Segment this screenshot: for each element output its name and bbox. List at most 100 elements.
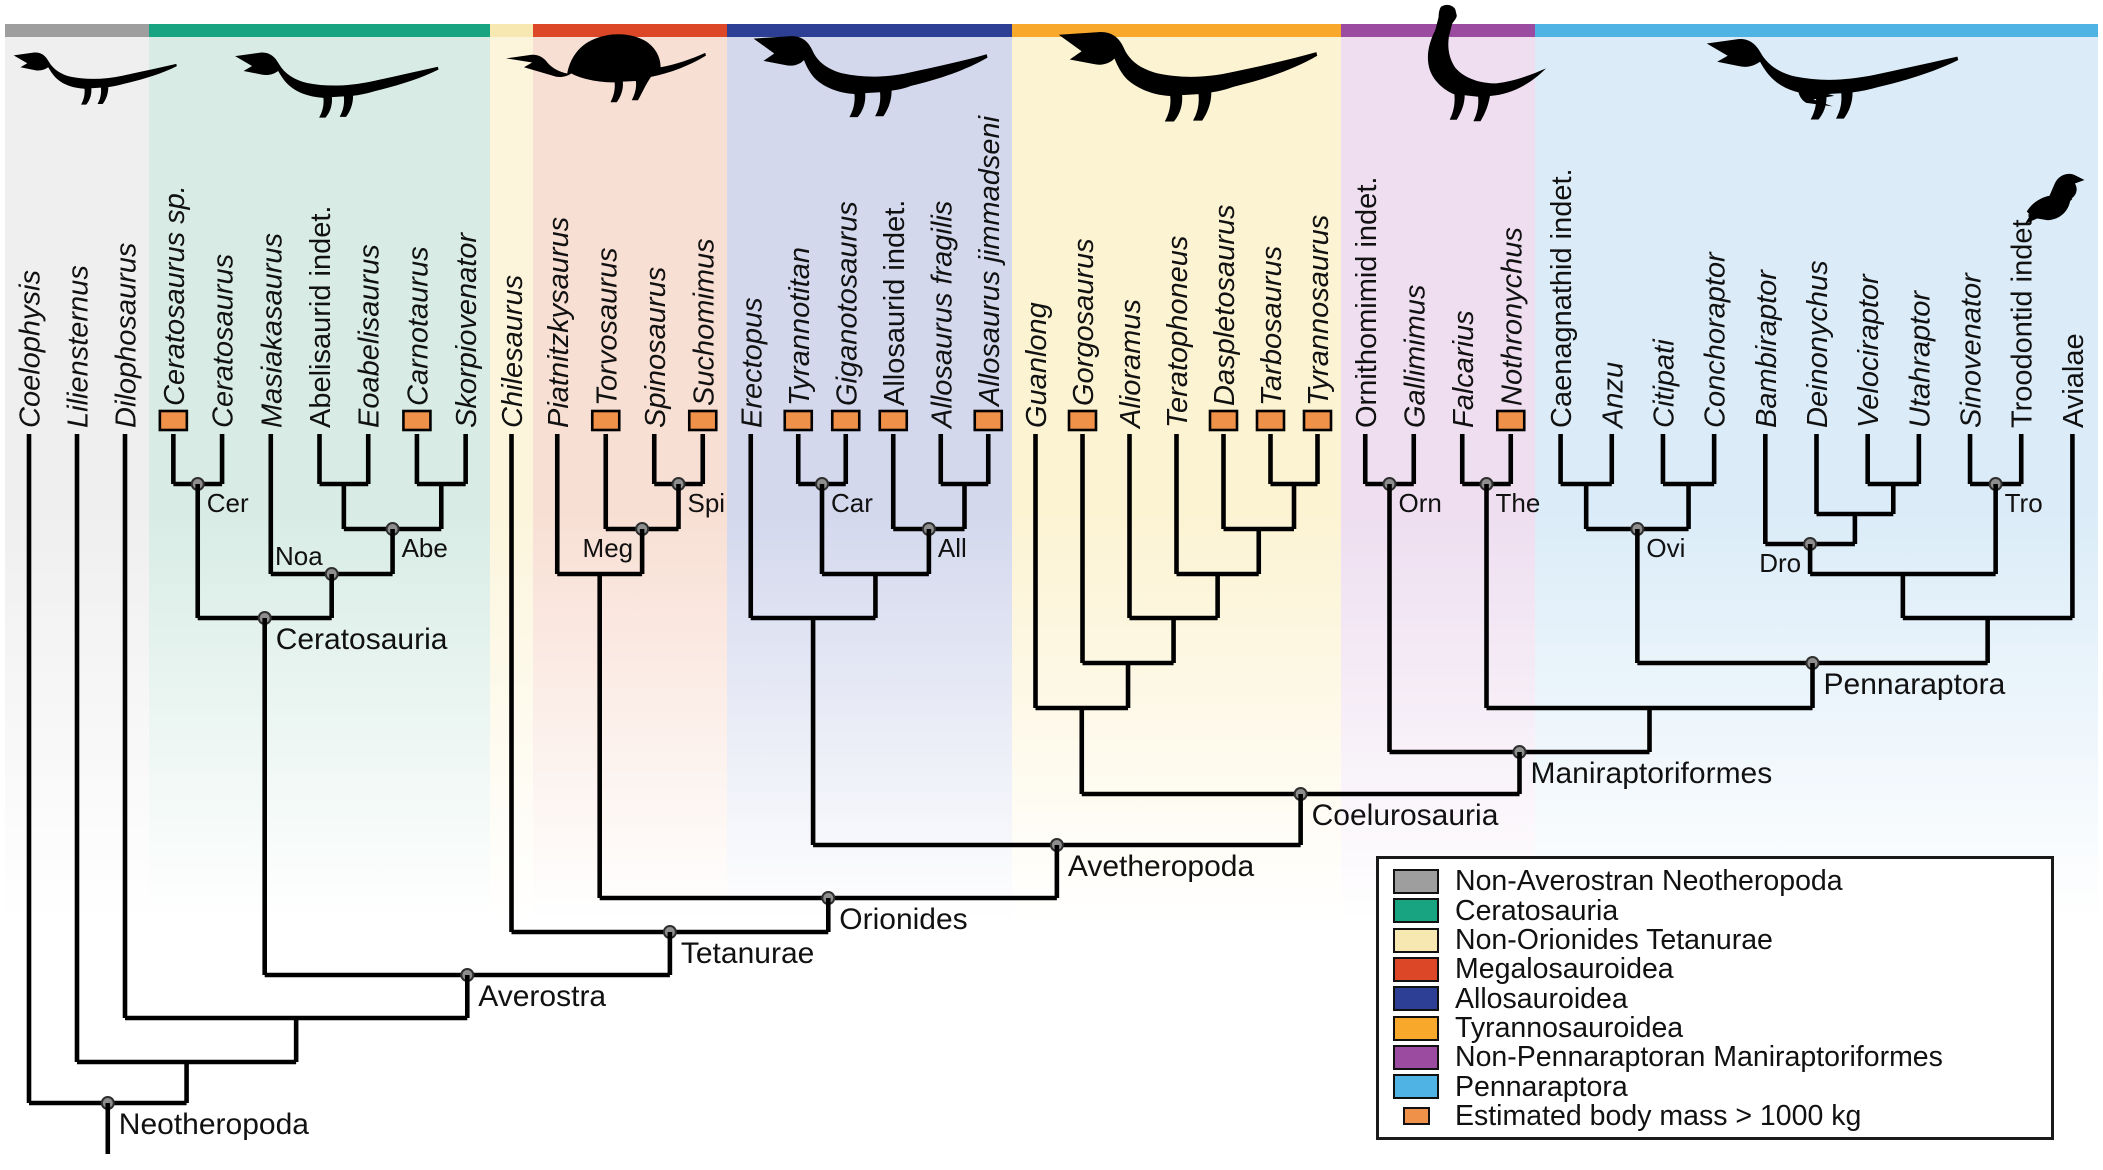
- body-mass-marker: [1067, 409, 1098, 432]
- taxon-label: Guanlong: [1021, 302, 1053, 428]
- taxon-label: Torvosaurus: [591, 247, 623, 406]
- legend-swatch: [1393, 1074, 1439, 1100]
- clade-label: Tetanurae: [681, 937, 814, 970]
- body-mass-marker: [590, 409, 621, 432]
- taxon-label: Ceratosaurus: [208, 254, 240, 428]
- allosauroid-silhouette-icon: [753, 36, 988, 118]
- legend-item: Tyrannosauroidea: [1393, 1014, 2041, 1043]
- taxon-label: Tyrannotitan: [784, 247, 816, 406]
- node-label: Ovi: [1646, 533, 1685, 563]
- legend-swatch: [1393, 986, 1439, 1012]
- taxon-label: Piatnitzkysaurus: [543, 217, 575, 428]
- taxon-label: Tyrannosaurus: [1303, 215, 1335, 406]
- taxon-label: Carnotaurus: [402, 246, 434, 406]
- legend-item: Non-Pennaraptoran Maniraptoriformes: [1393, 1043, 2041, 1072]
- legend-swatch: [1393, 1015, 1439, 1041]
- taxon-label: Spinosaurus: [640, 267, 672, 428]
- clade-bar-pennaraptora: [1535, 24, 2098, 37]
- legend-item: Estimated body mass > 1000 kg: [1393, 1102, 2041, 1131]
- taxon-label: Dilophosaurus: [111, 243, 143, 428]
- legend-item: Allosauroidea: [1393, 985, 2041, 1014]
- body-mass-marker: [830, 409, 861, 432]
- taxon-label: Eoabelisaurus: [354, 244, 386, 428]
- body-mass-marker: [158, 409, 189, 432]
- taxon-label: Gallimimus: [1399, 285, 1431, 428]
- legend-swatch: [1393, 1045, 1439, 1071]
- coelophysoid-silhouette-icon: [13, 52, 177, 105]
- legend-item-label: Allosauroidea: [1455, 982, 1628, 1015]
- tyrannosaurid-silhouette-icon: [1058, 32, 1318, 122]
- ceratosaur-silhouette-icon: [235, 52, 439, 118]
- taxon-label: Coelophysis: [15, 270, 47, 428]
- legend-swatch: [1393, 957, 1439, 983]
- clade-label: Neotheropoda: [119, 1108, 309, 1141]
- clade-label: Orionides: [839, 903, 967, 936]
- taxon-label: Liliensternus: [63, 265, 95, 428]
- taxon-label: Nothronychus: [1496, 227, 1528, 406]
- taxon-label: Tarbosaurus: [1256, 246, 1288, 406]
- clade-label: Avetheropoda: [1068, 850, 1255, 883]
- legend-item-label: Non-Averostran Neotheropoda: [1455, 865, 1843, 898]
- taxon-label: Giganotosaurus: [831, 201, 863, 406]
- node-label: All: [938, 533, 967, 563]
- taxon-label: Skorpiovenator: [451, 232, 483, 428]
- taxon-label: Gorgosaurus: [1068, 238, 1100, 406]
- bird-silhouette-icon: [2025, 173, 2085, 224]
- legend-item: Megalosauroidea: [1393, 955, 2041, 984]
- ornithomimosaur-silhouette-icon: [1427, 4, 1547, 122]
- taxon-label: Troodontid indet.: [2007, 211, 2039, 428]
- legend-item-label: Non-Pennaraptoran Maniraptoriformes: [1455, 1041, 1943, 1074]
- clade-label: Averostra: [478, 980, 606, 1013]
- legend-swatch: [1393, 869, 1439, 895]
- taxon-label: Allosaurus fragilis: [926, 201, 958, 430]
- body-mass-marker: [878, 409, 909, 432]
- clade-label: Ceratosauria: [276, 623, 448, 656]
- taxon-label: Masiakasaurus: [256, 233, 288, 428]
- legend-item-label: Pennaraptora: [1455, 1070, 1628, 1103]
- clade-label: Pennaraptora: [1824, 668, 2006, 701]
- taxon-label: Caenagnathid indet.: [1546, 168, 1578, 428]
- legend-item-label: Ceratosauria: [1455, 894, 1619, 927]
- taxon-label: Abelisaurid indet.: [305, 206, 337, 428]
- node-label: Meg: [583, 533, 634, 563]
- taxon-label: Chilesaurus: [497, 275, 529, 428]
- dromaeosaurid-silhouette-icon: [1706, 39, 1959, 120]
- legend-box: Non-Averostran Neotheropoda Ceratosauria…: [1376, 856, 2054, 1140]
- node-label: The: [1496, 488, 1541, 518]
- legend-item-label: Megalosauroidea: [1455, 953, 1674, 986]
- clade-bar-ceratosauria: [149, 24, 490, 37]
- body-mass-marker: [1302, 409, 1333, 432]
- node-label: Noa: [275, 541, 323, 571]
- taxon-label: Deinonychus: [1802, 260, 1834, 428]
- spinosaurid-silhouette-icon: [506, 34, 706, 103]
- clade-bar-megalosauroidea: [533, 24, 727, 37]
- body-mass-marker: [973, 409, 1004, 432]
- legend-item: Non-Orionides Tetanurae: [1393, 926, 2041, 955]
- taxon-label: Sinovenator: [1956, 272, 1988, 428]
- taxon-label: Avialae: [2058, 333, 2090, 428]
- legend-swatch: [1403, 1107, 1430, 1126]
- node-label: Abe: [402, 533, 448, 563]
- taxon-label: Ceratosaurus sp.: [159, 185, 191, 406]
- legend-item-label: Tyrannosauroidea: [1455, 1012, 1684, 1045]
- legend-swatch: [1393, 898, 1439, 924]
- node-label: Spi: [688, 488, 726, 518]
- taxon-label: Utahraptor: [1904, 290, 1936, 428]
- taxon-label: Citipati: [1648, 338, 1680, 428]
- taxon-label: Alioramus: [1115, 299, 1147, 430]
- taxon-label: Suchomimus: [688, 238, 720, 406]
- node-label: Dro: [1759, 548, 1801, 578]
- legend-item: Ceratosauria: [1393, 897, 2041, 926]
- node-label: Tro: [2005, 488, 2043, 518]
- clade-bar-non_orionides: [490, 24, 533, 37]
- node-label: Car: [831, 488, 873, 518]
- taxon-label: Erectopus: [736, 297, 768, 428]
- taxon-label: Teratophoneus: [1162, 236, 1194, 428]
- node-label: Cer: [207, 488, 249, 518]
- body-mass-marker: [402, 409, 432, 432]
- legend-item-label: Non-Orionides Tetanurae: [1455, 924, 1773, 957]
- body-mass-marker: [1255, 409, 1286, 432]
- taxon-label: Ornithomimid indet.: [1351, 177, 1383, 428]
- legend-item-label: Estimated body mass > 1000 kg: [1455, 1100, 1862, 1133]
